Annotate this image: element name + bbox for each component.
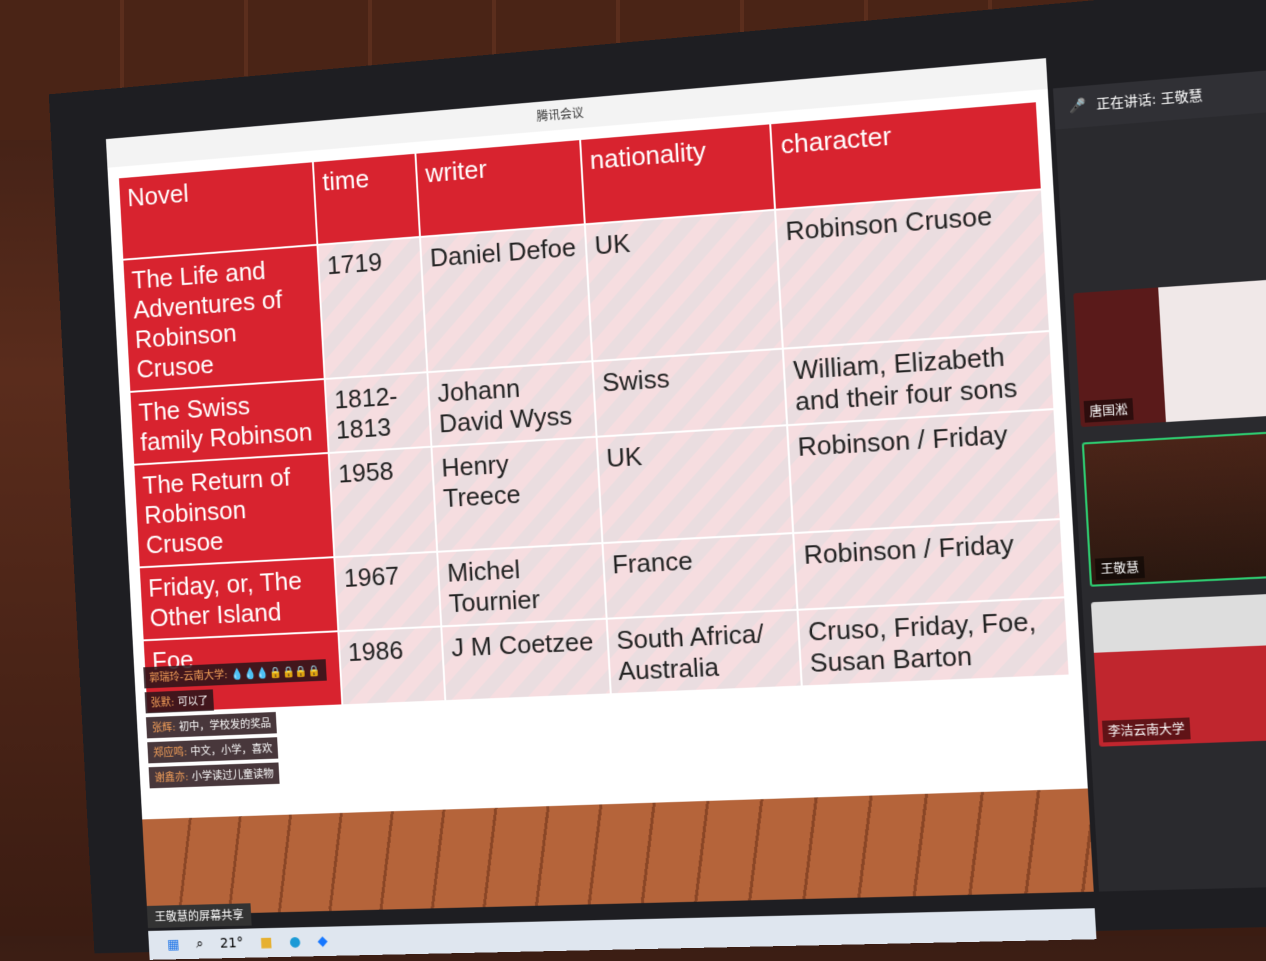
edge-browser-icon[interactable]: ●	[288, 934, 302, 950]
speaking-indicator: 🎤 正在讲话: 王敬慧	[1052, 69, 1266, 130]
cell-time: 1719	[317, 236, 428, 379]
cell-nationality: Swiss	[592, 348, 788, 437]
cell-novel: Friday, or, The Other Island	[138, 557, 339, 641]
cell-novel: The Life and Adventures of Robinson Crus…	[122, 244, 325, 392]
header-time: time	[312, 152, 421, 245]
chat-text: 小学读过儿童读物	[191, 767, 274, 784]
chat-message: 郭瑞玲-云南大学: 💧💧💧🔒🔒🔒🔒	[143, 659, 327, 689]
screen-share-label: 王敬慧的屏幕共享	[146, 903, 252, 929]
cell-character: Robinson / Friday	[787, 409, 1061, 534]
participant-name: 王敬慧	[1094, 556, 1145, 581]
cell-writer: Daniel Defoe	[420, 224, 593, 373]
cell-nationality: UK	[584, 209, 784, 362]
cell-novel: The Return of Robinson Crusoe	[133, 452, 335, 568]
chat-sender: 郭瑞玲-云南大学:	[149, 668, 228, 685]
cell-writer: Johann David Wyss	[427, 361, 597, 447]
chat-message: 郑应鸣: 中文，小学，喜欢	[147, 737, 279, 764]
chat-overlay: 郭瑞玲-云南大学: 💧💧💧🔒🔒🔒🔒 张默: 可以了 张辉: 初中，学校发的奖品 …	[143, 655, 333, 792]
microphone-icon: 🎤	[1068, 98, 1087, 115]
chat-sender: 谢鑫亦:	[154, 770, 189, 785]
speaking-label: 正在讲话: 王敬慧	[1095, 88, 1204, 113]
cell-character: Robinson Crusoe	[775, 189, 1050, 349]
chat-text: 💧💧💧🔒🔒🔒🔒	[230, 664, 321, 681]
participant-tile[interactable]: 李洁云南大学	[1090, 592, 1266, 747]
taskbar: ▦ ⌕ 21° ■ ● ◆	[148, 908, 1097, 960]
chat-sender: 张辉:	[151, 720, 177, 735]
header-novel: Novel	[118, 161, 318, 260]
cell-writer: Michel Tournier	[437, 543, 607, 627]
chat-text: 可以了	[177, 694, 209, 709]
file-explorer-icon[interactable]: ■	[259, 934, 273, 951]
chat-message: 谢鑫亦: 小学读过儿童读物	[148, 762, 280, 789]
projection-screen: 腾讯会议 Novel time writer nationality chara…	[48, 0, 1266, 960]
cell-nationality: South Africa/ Australia	[606, 609, 803, 695]
header-nationality: nationality	[579, 123, 776, 225]
cell-time: 1812-1813	[324, 372, 432, 453]
cell-novel: The Swiss family Robinson	[129, 378, 329, 465]
cell-writer: Henry Treece	[431, 436, 603, 552]
participant-tile-active[interactable]: 王敬慧	[1081, 430, 1266, 587]
cell-nationality: France	[602, 533, 798, 619]
shared-slide: Novel time writer nationality character …	[107, 88, 1094, 916]
chat-message: 张辉: 初中，学校发的奖品	[145, 711, 278, 739]
cell-nationality: UK	[596, 425, 794, 544]
cell-time: 1958	[328, 446, 438, 558]
search-icon[interactable]: ⌕	[195, 936, 204, 953]
chat-text: 初中，学校发的奖品	[178, 717, 272, 734]
cell-writer: J M Coetzee	[441, 618, 611, 702]
header-writer: writer	[415, 139, 585, 237]
chat-sender: 郑应鸣:	[153, 745, 188, 760]
cell-time: 1967	[334, 551, 442, 632]
cell-character: Cruso, Friday, Foe, Susan Barton	[797, 597, 1070, 687]
chat-sender: 张默:	[150, 695, 175, 710]
chat-message: 张默: 可以了	[144, 689, 215, 714]
participant-name: 唐国淞	[1083, 398, 1134, 423]
slide-floor-background	[142, 788, 1094, 916]
cell-time: 1986	[338, 626, 446, 706]
weather-widget[interactable]: 21°	[219, 935, 244, 952]
participant-tile[interactable]: 唐国淞	[1073, 278, 1266, 428]
participant-name: 李洁云南大学	[1101, 717, 1191, 743]
novel-table: Novel time writer nationality character …	[117, 100, 1071, 714]
cell-character: Robinson / Friday	[793, 519, 1066, 610]
windows-start-icon[interactable]: ▦	[166, 936, 180, 953]
chat-text: 中文，小学，喜欢	[190, 742, 273, 758]
